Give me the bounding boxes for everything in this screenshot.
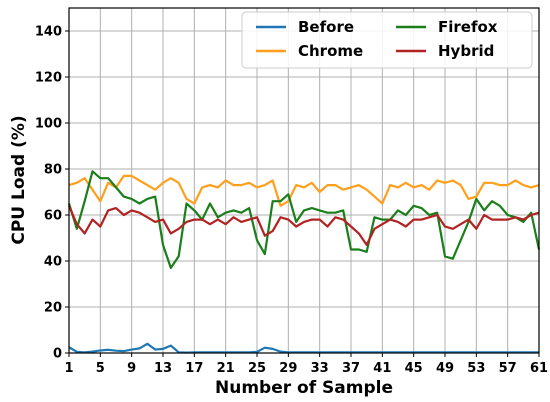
x-tick-label: 53 (467, 361, 485, 376)
series-line-before (68, 342, 539, 354)
x-tick-label: 21 (217, 361, 235, 376)
x-tick-label: 37 (342, 361, 360, 376)
x-tick-label: 33 (311, 361, 329, 376)
x-tick-label: 5 (96, 361, 105, 376)
x-tick-label: 57 (499, 361, 517, 376)
y-tick-label: 80 (44, 163, 62, 178)
legend-label-chrome: Chrome (298, 42, 363, 60)
y-tick-label: 100 (35, 117, 62, 132)
series-line-firefox (67, 170, 541, 269)
x-tick-label: 1 (64, 361, 73, 376)
x-tick-label: 29 (279, 361, 297, 376)
legend-label-before: Before (298, 18, 354, 36)
x-axis-title: Number of Sample (215, 378, 393, 398)
y-axis-title: CPU Load (%) (9, 115, 29, 244)
y-tick-label: 140 (35, 25, 62, 40)
y-tick-label: 20 (44, 301, 62, 316)
x-tick-label: 13 (154, 361, 172, 376)
y-tick-label: 120 (35, 71, 62, 86)
legend-box (241, 11, 533, 69)
y-tick-label: 60 (44, 209, 62, 224)
x-tick-label: 49 (436, 361, 454, 376)
x-tick-label: 41 (373, 361, 391, 376)
x-tick-label: 9 (127, 361, 136, 376)
series-line-hybrid (67, 205, 540, 246)
plot-frame (68, 7, 540, 354)
y-tick-label: 0 (53, 347, 62, 362)
series-lines (67, 170, 541, 354)
series-line-chrome (68, 174, 540, 207)
legend-label-firefox: Firefox (438, 18, 498, 36)
x-tick-label: 17 (185, 361, 203, 376)
x-tick-label: 25 (248, 361, 266, 376)
x-tick-label: 45 (405, 361, 423, 376)
x-tick-label: 61 (530, 361, 548, 376)
legend: Before Chrome Firefox Hybrid (241, 11, 533, 69)
x-axis-ticks: 1 5 9 13 17 21 25 29 33 37 41 45 49 53 57 61 (64, 353, 548, 376)
y-axis-ticks: 0 20 40 60 80 100 120 140 (35, 25, 69, 362)
legend-label-hybrid: Hybrid (438, 42, 494, 60)
y-tick-label: 40 (44, 255, 62, 270)
